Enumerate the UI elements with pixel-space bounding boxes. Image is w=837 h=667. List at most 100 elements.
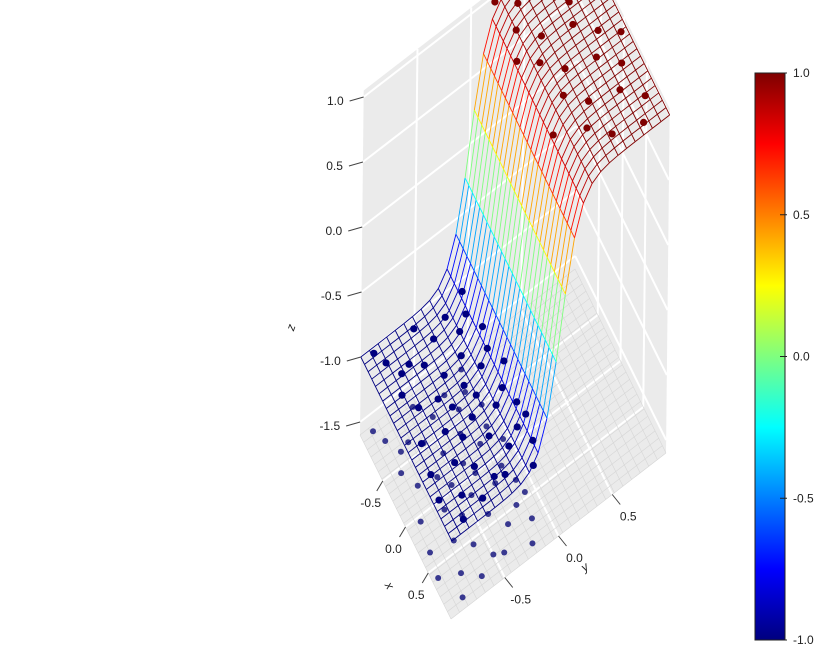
floor-point (429, 413, 436, 420)
mesh-line (611, 47, 617, 55)
mesh-line (528, 72, 538, 93)
mesh-line (545, 60, 551, 69)
mesh-line (450, 490, 455, 499)
mesh-line (534, 445, 539, 454)
colorbar-tick-label: 0.0 (793, 350, 810, 364)
mesh-line (516, 464, 527, 478)
mesh-line (628, 105, 634, 114)
mesh-line (461, 441, 467, 449)
mesh-line (413, 366, 418, 375)
mesh-line (473, 53, 484, 111)
mesh-line (577, 74, 583, 82)
grid-line (578, 0, 670, 181)
mesh-line (439, 461, 449, 470)
mesh-line (429, 288, 439, 301)
mesh-line (633, 91, 639, 100)
mesh-line (364, 357, 374, 365)
floor-grid-line (367, 283, 583, 450)
mesh-line (515, 85, 526, 121)
mesh-line (583, 38, 589, 47)
mesh-line (470, 335, 481, 355)
mesh-line (407, 452, 413, 461)
mesh-line (515, 119, 521, 128)
mesh-line (507, 428, 512, 436)
mesh-line (476, 463, 486, 472)
mesh-line (627, 126, 633, 135)
mesh-line (545, 52, 556, 62)
mesh-line (527, 15, 537, 25)
mesh-line (596, 39, 601, 47)
data-point (398, 370, 406, 378)
mesh-line (402, 337, 412, 346)
mesh-line (564, 0, 567, 2)
mesh-line (491, 0, 502, 20)
mesh-line (581, 81, 586, 90)
mesh-line (468, 455, 474, 464)
mesh-line (567, 105, 573, 113)
mesh-line (535, 87, 546, 108)
mesh-line (453, 375, 458, 384)
mesh-line (568, 153, 578, 174)
mesh-line (501, 90, 506, 99)
mesh-line (394, 323, 405, 331)
mesh-line (601, 18, 611, 26)
data-point (458, 491, 466, 499)
mesh-line (502, 40, 508, 49)
mesh-line (575, 38, 585, 46)
mesh-line (603, 118, 613, 127)
mesh-line (542, 53, 547, 62)
mesh-line (539, 22, 545, 31)
mesh-line (460, 462, 465, 471)
mesh-line (495, 314, 501, 323)
mesh-line (423, 460, 429, 469)
mesh-line (577, 2, 583, 11)
mesh-line (447, 533, 453, 542)
mesh-line (378, 386, 388, 395)
mesh-line (484, 292, 490, 301)
mesh-line (404, 445, 409, 453)
x-tick (421, 572, 429, 584)
floor-grid-line (488, 335, 581, 520)
mesh-line (467, 477, 473, 486)
x-tick (376, 480, 384, 492)
mesh-line (521, 310, 532, 367)
mesh-line (602, 75, 607, 83)
mesh-line (506, 176, 512, 184)
mesh-line (444, 526, 449, 534)
mesh-line (593, 75, 603, 83)
mesh-line (435, 461, 441, 470)
mesh-line (590, 118, 601, 127)
mesh-line (482, 214, 488, 223)
mesh-line (503, 420, 508, 429)
mesh-line (624, 41, 634, 49)
mesh-line (459, 185, 470, 242)
mesh-line (600, 89, 611, 98)
mesh-line (557, 279, 563, 287)
floor-point (483, 423, 490, 430)
mesh-line (424, 382, 434, 390)
mesh-line (436, 382, 446, 391)
mesh-line (466, 491, 476, 500)
mesh-line (630, 83, 635, 92)
mesh-line (474, 492, 480, 500)
floor-point (477, 440, 484, 447)
mesh-line (604, 104, 609, 112)
mesh-line (587, 45, 592, 54)
mesh-line (542, 44, 552, 55)
mesh-line (497, 176, 508, 245)
mesh-line (628, 48, 638, 56)
data-point (451, 458, 459, 467)
data-point (417, 440, 426, 448)
data-point (501, 470, 509, 479)
mesh-line (523, 423, 528, 432)
mesh-line (451, 344, 456, 353)
mesh-line (607, 54, 617, 62)
mesh-line (542, 121, 548, 130)
mesh-line (409, 352, 419, 361)
mesh-line (530, 310, 535, 318)
mesh-line (460, 455, 470, 464)
mesh-line (604, 97, 614, 105)
mesh-line (486, 441, 491, 450)
mesh-line (523, 388, 533, 424)
mesh-line (450, 241, 461, 277)
